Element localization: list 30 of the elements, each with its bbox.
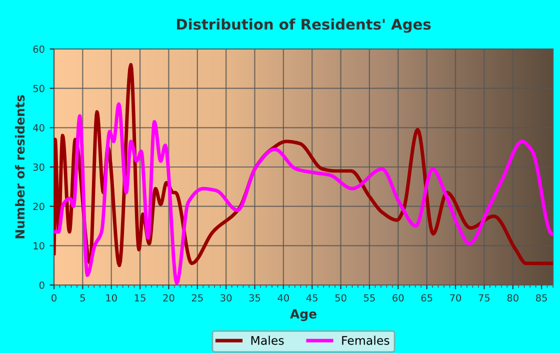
y-tick-label: 10 — [34, 242, 44, 250]
x-tick-label: 60 — [392, 294, 404, 302]
x-tick-label: 30 — [220, 294, 232, 302]
x-tick-label: 65 — [421, 294, 432, 302]
chart-title: Distribution of Residents' Ages — [177, 18, 431, 33]
y-tick-label: 50 — [33, 84, 44, 92]
x-tick-label: 70 — [450, 294, 462, 302]
x-tick-label: 75 — [478, 294, 490, 302]
x-tick-label: 20 — [163, 294, 174, 302]
x-tick-label: 85 — [536, 294, 547, 302]
legend-label: Females — [342, 336, 390, 345]
y-tick-label: 40 — [33, 124, 44, 132]
y-tick-label: 20 — [33, 202, 44, 210]
x-tick-label: 35 — [249, 294, 260, 302]
x-tick-label: 5 — [80, 294, 85, 302]
y-tick-label: 60 — [33, 45, 44, 53]
x-tick-label: 55 — [364, 294, 375, 302]
x-tick-label: 15 — [134, 294, 146, 302]
y-tick-label: 30 — [33, 163, 44, 171]
x-axis-title: Age — [290, 309, 316, 322]
x-tick-label: 10 — [106, 294, 117, 302]
y-tick-label: 0 — [39, 281, 44, 289]
x-tick-label: 45 — [306, 294, 318, 302]
x-tick-label: 0 — [52, 294, 56, 302]
y-axis-title: Number of residents — [14, 95, 25, 238]
x-tick-label: 50 — [335, 294, 346, 302]
x-tick-label: 80 — [507, 294, 518, 302]
x-tick-label: 25 — [192, 294, 203, 302]
legend-label: Males — [251, 336, 284, 345]
x-tick-label: 40 — [278, 294, 289, 302]
